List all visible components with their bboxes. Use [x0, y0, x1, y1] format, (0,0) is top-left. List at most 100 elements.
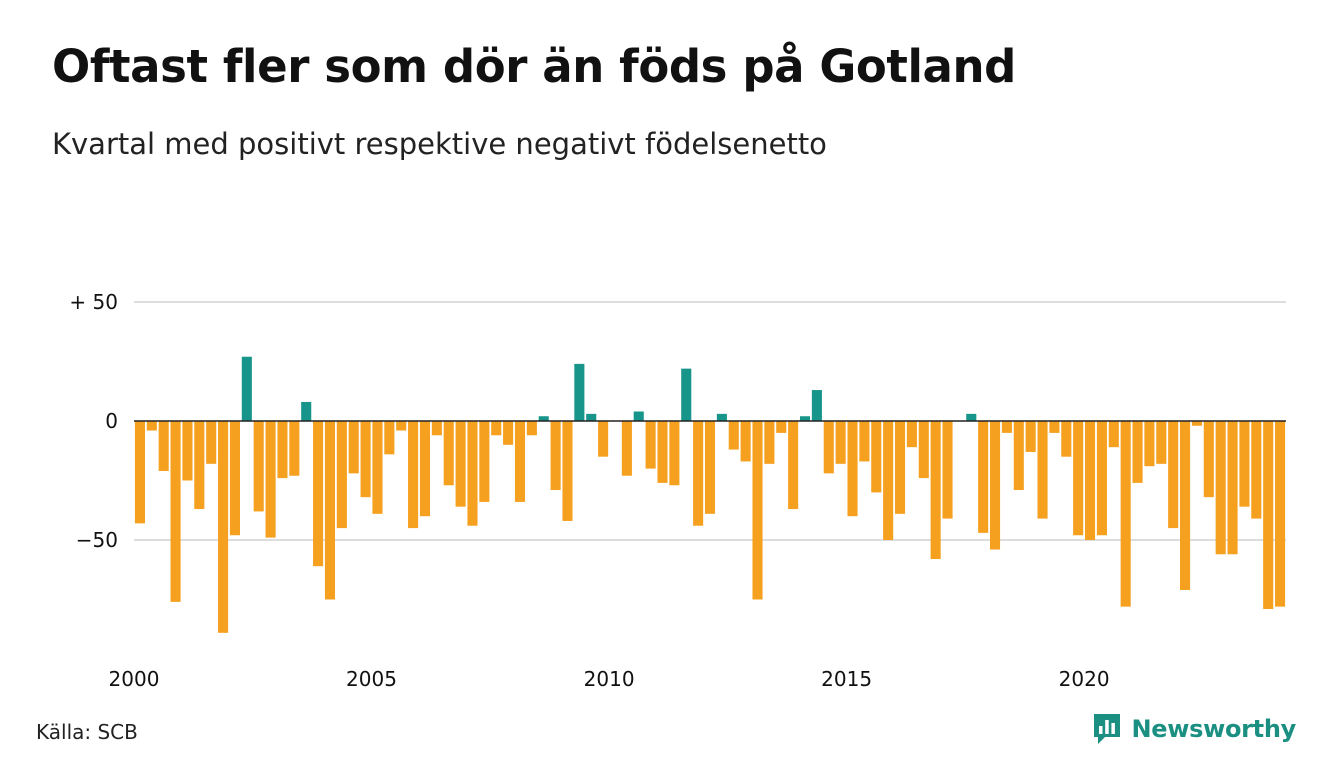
bar	[384, 421, 395, 455]
bar	[1096, 421, 1107, 536]
bar	[1120, 421, 1131, 607]
bar	[942, 421, 953, 519]
bars	[134, 356, 1286, 633]
bar	[966, 413, 977, 421]
bar	[657, 421, 668, 483]
bar	[788, 421, 799, 510]
bar	[598, 421, 609, 457]
bar	[1191, 421, 1202, 426]
bar	[158, 421, 169, 471]
bar	[1108, 421, 1119, 448]
bar	[823, 421, 834, 474]
bar	[645, 421, 656, 469]
axes: + 50 0 −50 2000 2005 2010 2015 2020	[69, 290, 1286, 691]
bar	[586, 413, 597, 421]
bar	[503, 421, 514, 445]
bar	[324, 421, 335, 600]
bar	[1275, 421, 1286, 607]
bar	[776, 421, 787, 433]
bar	[206, 421, 217, 464]
bar	[253, 421, 264, 512]
bar	[906, 421, 917, 448]
bar	[574, 363, 585, 421]
x-tick-label: 2000	[109, 667, 160, 691]
bar	[1227, 421, 1238, 555]
bar	[1085, 421, 1096, 540]
bar	[491, 421, 502, 436]
bar	[978, 421, 989, 533]
bar	[229, 421, 240, 536]
bar	[134, 421, 145, 524]
x-tick-label: 2015	[821, 667, 872, 691]
bar	[1203, 421, 1214, 498]
bar	[467, 421, 478, 526]
bar	[479, 421, 490, 502]
bar	[1132, 421, 1143, 483]
bar	[859, 421, 870, 462]
bar	[289, 421, 300, 476]
bar	[431, 421, 442, 436]
bar	[669, 421, 680, 486]
bar	[1239, 421, 1250, 507]
bar	[1001, 421, 1012, 433]
bar	[301, 401, 312, 421]
bar	[277, 421, 288, 479]
bar	[704, 421, 716, 514]
bar	[716, 413, 727, 421]
chart-title: Oftast fler som dör än föds på Gotland	[52, 40, 1016, 93]
bar	[1013, 421, 1024, 491]
bar	[930, 421, 941, 560]
brand-name: Newsworthy	[1131, 715, 1296, 743]
newsworthy-brand: Newsworthy	[1092, 712, 1296, 746]
bar	[313, 421, 324, 567]
bar	[372, 421, 383, 514]
bar	[396, 421, 407, 431]
bar	[182, 421, 193, 481]
bar	[871, 421, 882, 493]
bar	[1144, 421, 1155, 467]
bar	[728, 421, 739, 450]
bar	[1025, 421, 1036, 452]
bar	[811, 390, 822, 421]
bar	[360, 421, 371, 498]
bar	[740, 421, 751, 462]
bar	[1168, 421, 1179, 529]
bar	[348, 421, 359, 474]
bar	[1263, 421, 1274, 610]
bar	[989, 421, 1001, 550]
bar	[681, 368, 692, 421]
bar	[1180, 421, 1191, 590]
bar	[538, 416, 549, 421]
bar	[194, 421, 205, 510]
source-note: Källa: SCB	[36, 720, 138, 744]
bar	[455, 421, 466, 507]
bar	[1061, 421, 1072, 457]
bar	[1049, 421, 1060, 433]
bar	[265, 421, 276, 538]
y-tick-label: −50	[76, 528, 118, 552]
bar	[550, 421, 561, 491]
bar	[1037, 421, 1048, 519]
x-tick-label: 2010	[584, 667, 635, 691]
newsworthy-logo-icon	[1094, 714, 1121, 744]
x-tick-label: 2005	[346, 667, 397, 691]
bar	[562, 421, 573, 521]
chart-subtitle: Kvartal med positivt respektive negativt…	[52, 127, 827, 161]
bar	[835, 421, 846, 464]
bar	[443, 421, 454, 486]
bar	[752, 421, 763, 600]
bar	[408, 421, 419, 529]
bar	[633, 411, 644, 421]
bar	[883, 421, 894, 540]
bar	[526, 421, 537, 436]
bar	[693, 421, 704, 526]
bar	[514, 421, 526, 502]
bar	[1073, 421, 1084, 536]
bar	[894, 421, 906, 514]
x-tick-label: 2020	[1059, 667, 1110, 691]
bar	[918, 421, 929, 479]
bar	[419, 421, 431, 517]
bar	[241, 356, 252, 421]
bar	[170, 421, 181, 602]
bar	[799, 416, 811, 421]
